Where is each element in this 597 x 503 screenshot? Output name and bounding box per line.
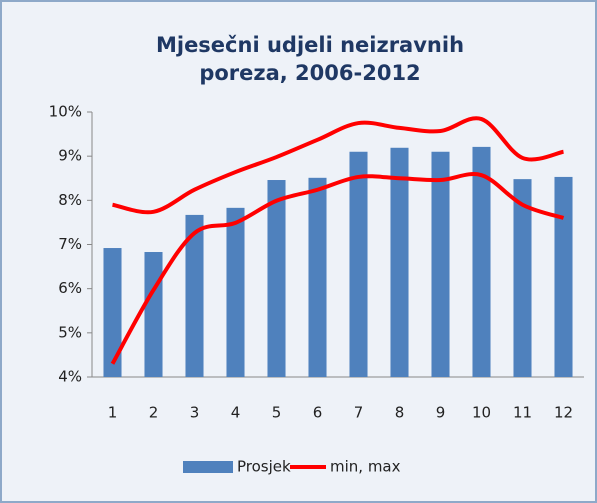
chart-title: Mjesečni udjeli neizravnih [156, 33, 464, 57]
x-tick-label: 4 [231, 404, 241, 422]
x-tick-label: 2 [149, 404, 159, 422]
line-series [112, 116, 564, 215]
legend-swatch [183, 461, 233, 473]
x-tick-label: 5 [272, 404, 282, 422]
bar [267, 180, 286, 377]
y-tick-label: 10% [49, 103, 82, 121]
bar [349, 151, 368, 377]
x-tick-label: 11 [513, 404, 532, 422]
bar [144, 252, 163, 377]
bar [308, 177, 327, 377]
x-tick-label: 9 [436, 404, 446, 422]
legend-label: Prosjek [237, 458, 291, 476]
x-tick-label: 7 [354, 404, 364, 422]
x-tick-label: 6 [313, 404, 323, 422]
x-tick-label: 10 [472, 404, 491, 422]
x-tick-label: 8 [395, 404, 405, 422]
line-series [110, 172, 565, 365]
bar [513, 179, 532, 377]
y-tick-label: 7% [58, 235, 82, 253]
y-tick-label: 4% [58, 368, 82, 386]
legend-label: min, max [330, 458, 401, 476]
y-tick-label: 9% [58, 147, 82, 165]
bar [554, 176, 573, 377]
y-tick-label: 6% [58, 279, 82, 297]
bar [390, 147, 409, 377]
bar [472, 146, 491, 377]
chart-title: poreza, 2006-2012 [199, 61, 420, 85]
bar [185, 214, 204, 377]
y-tick-label: 5% [58, 323, 82, 341]
x-tick-label: 3 [190, 404, 200, 422]
bar [103, 248, 122, 377]
x-tick-label: 12 [554, 404, 573, 422]
x-tick-label: 1 [108, 404, 118, 422]
bar [431, 151, 450, 377]
y-tick-label: 8% [58, 191, 82, 209]
bar [226, 207, 245, 377]
